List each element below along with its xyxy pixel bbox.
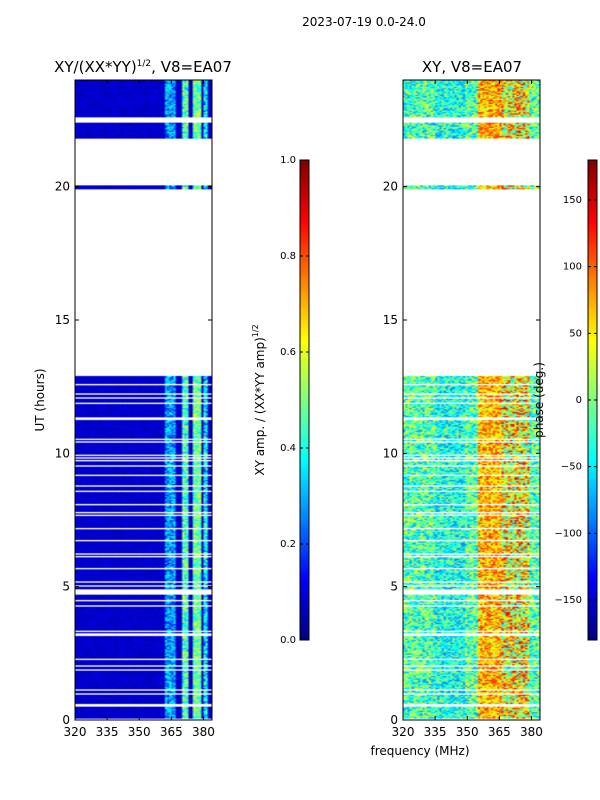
colorbar-tick-label: 0.6 (280, 347, 296, 358)
y-tick-label: 0 (390, 713, 398, 727)
colorbar-tick-label: 0.2 (280, 539, 296, 550)
y-tick-label: 15 (55, 313, 70, 327)
colorbar-tick-label: 100 (563, 262, 582, 273)
colorbar-tick-label: 150 (563, 195, 582, 206)
panel-amplitude-title: XY/(XX*YY)1/2, V8=EA07 (54, 58, 232, 76)
x-tick-label: 320 (392, 725, 415, 739)
heatmap-phase-image (403, 80, 540, 720)
heatmap-phase (403, 80, 540, 720)
colorbar-phase-label: phase (deg.) (532, 362, 546, 438)
colorbar-amplitude: 0.0 0.2 0.4 0.6 0.8 1.0 XY amp. / (XX*YY amp)… (251, 155, 310, 646)
colorbar-tick-label: 1.0 (280, 155, 296, 166)
x-tick-label: 320 (64, 725, 87, 739)
axes-ticks-phase: 320 335 350 365 380 0 5 10 15 20 (383, 80, 543, 739)
shared-xlabel: frequency (MHz) (370, 744, 469, 758)
y-tick-label: 5 (390, 580, 398, 594)
colorbar-tick-label: 0.8 (280, 251, 296, 262)
colorbar-phase-ticks: −150 −100 −50 0 50 100 150 (555, 195, 597, 606)
y-tick-label: 20 (383, 180, 398, 194)
x-tick-label: 350 (128, 725, 151, 739)
colorbar-phase-gradient (588, 160, 597, 640)
y-tick-label: 15 (383, 313, 398, 327)
x-tick-label: 380 (192, 725, 215, 739)
axes-ticks-amplitude: 320 335 350 365 380 0 5 10 15 20 (55, 80, 215, 739)
colorbar-amplitude-gradient (300, 160, 309, 640)
heatmap-amplitude-image (75, 80, 212, 720)
panel-phase: XY, V8=EA07 320 335 350 365 380 0 5 10 15 20 (383, 58, 543, 739)
colorbar-tick-label: −150 (555, 595, 582, 606)
panel-phase-title: XY, V8=EA07 (422, 58, 522, 76)
colorbar-tick-label: −100 (555, 528, 582, 539)
colorbar-tick-label: 0.0 (280, 635, 296, 646)
colorbar-tick-label: 50 (569, 328, 582, 339)
colorbar-tick-label: 0 (576, 395, 582, 406)
x-tick-label: 365 (160, 725, 183, 739)
y-tick-label: 0 (62, 713, 70, 727)
y-tick-label: 5 (62, 580, 70, 594)
colorbar-amplitude-ticks: 0.0 0.2 0.4 0.6 0.8 1.0 (280, 155, 309, 646)
figure-suptitle: 2023-07-19 0.0-24.0 (302, 15, 426, 29)
axes-frame-phase (402, 79, 541, 721)
x-tick-label: 350 (456, 725, 479, 739)
y-tick-label: 10 (55, 446, 70, 460)
y-tick-label: 10 (383, 446, 398, 460)
colorbar-phase: −150 −100 −50 0 50 100 150 phase (deg.) (532, 159, 598, 641)
heatmap-amplitude (75, 80, 212, 720)
axes-frame-amplitude (74, 79, 213, 721)
colorbar-tick-label: −50 (561, 462, 582, 473)
colorbar-amplitude-label: XY amp. / (XX*YY amp)1/2 (251, 324, 267, 475)
ylabel-amplitude: UT (hours) (33, 368, 47, 431)
colorbar-amplitude-frame (299, 159, 310, 641)
colorbar-tick-label: 0.4 (280, 443, 296, 454)
x-tick-label: 365 (488, 725, 511, 739)
x-tick-label: 335 (96, 725, 119, 739)
panel-amplitude: XY/(XX*YY)1/2, V8=EA07 320 335 350 365 380 0 5… (33, 58, 232, 739)
x-tick-label: 335 (424, 725, 447, 739)
y-tick-label: 20 (55, 180, 70, 194)
x-tick-label: 380 (520, 725, 543, 739)
